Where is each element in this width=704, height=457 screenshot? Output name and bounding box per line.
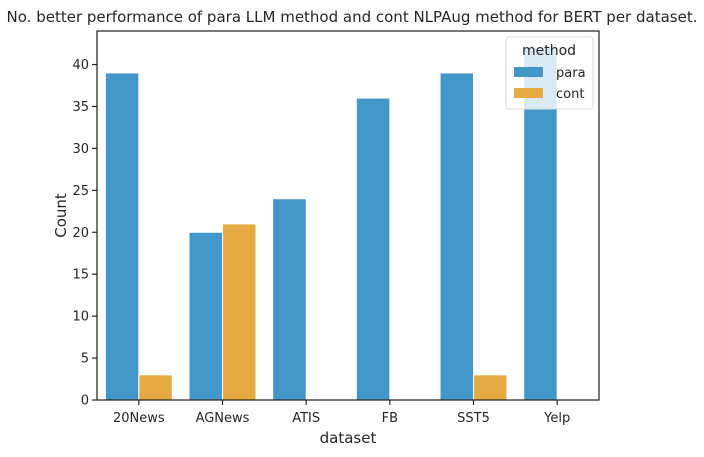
legend-title: method	[522, 43, 576, 59]
y-tick-label: 10	[72, 310, 89, 325]
bar-para-ATIS	[272, 198, 307, 401]
bar-para-FB	[355, 97, 391, 401]
bar-cont-20News	[138, 374, 173, 401]
y-tick-label: 20	[72, 226, 89, 241]
x-tick-label: 20News	[113, 411, 165, 426]
y-tick-label: 5	[81, 352, 89, 367]
y-tick-label: 0	[81, 394, 89, 409]
bar-para-20News	[104, 72, 140, 401]
y-tick-label: 40	[72, 58, 89, 73]
bar-para-AGNews	[188, 231, 224, 401]
y-tick-label: 15	[72, 268, 89, 283]
x-tick-label: Yelp	[543, 411, 570, 426]
x-tick-label: ATIS	[292, 411, 320, 426]
plot-frame	[96, 30, 600, 401]
y-tick-label: 35	[72, 100, 89, 115]
legend: method para cont	[505, 36, 594, 110]
legend-label-cont: cont	[556, 87, 584, 102]
x-axis-label: dataset	[320, 429, 377, 447]
legend-label-para: para	[556, 66, 586, 81]
x-tick-label: FB	[382, 411, 398, 426]
x-tick-label: AGNews	[196, 411, 250, 426]
bars-group	[104, 47, 558, 401]
bar-para-SST5	[439, 72, 474, 401]
y-tick-label: 25	[72, 184, 89, 199]
bar-cont-SST5	[473, 374, 508, 401]
bar-cont-AGNews	[222, 223, 257, 401]
legend-swatch-para	[514, 67, 543, 77]
y-axis: 0 5 10 15 20 25 30 35 40	[72, 58, 97, 409]
x-tick-label: SST5	[457, 411, 490, 426]
x-axis: 20News AGNews ATIS FB SST5 Yelp	[113, 400, 570, 426]
chart-title: No. better performance of para LLM metho…	[7, 8, 698, 26]
y-axis-label: Count	[52, 193, 70, 238]
legend-swatch-cont	[514, 88, 543, 98]
y-tick-label: 30	[72, 142, 89, 157]
